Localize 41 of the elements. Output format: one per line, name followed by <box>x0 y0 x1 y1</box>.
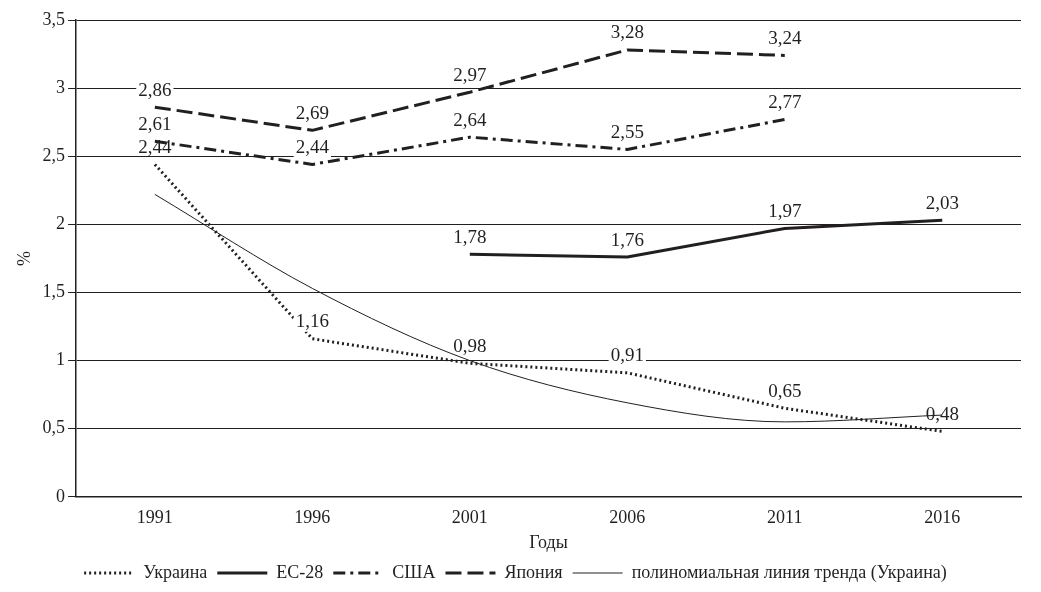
y-tick-label: 2,5 <box>42 144 66 165</box>
data-label: 2,64 <box>453 108 487 130</box>
data-label: 3,28 <box>610 21 644 43</box>
data-label: 1,97 <box>768 199 802 221</box>
data-label: 0,65 <box>768 379 802 401</box>
data-label: 2,69 <box>295 101 329 123</box>
data-label: 0,91 <box>610 344 644 366</box>
x-tick-label: 2006 <box>609 507 646 528</box>
data-label: 2,86 <box>138 78 172 100</box>
legend-label: Япония <box>504 561 563 582</box>
data-label: 2,77 <box>768 90 802 112</box>
y-tick-label: 1 <box>56 349 66 370</box>
x-tick-label: 1996 <box>294 507 331 528</box>
legend-label: полиномиальная линия тренда (Украина) <box>631 561 947 583</box>
x-tick-label: 2001 <box>451 507 488 528</box>
data-label: 2,61 <box>138 112 172 134</box>
data-label: 1,76 <box>610 228 644 250</box>
data-label: 0,48 <box>925 402 959 424</box>
data-label: 3,24 <box>768 26 802 48</box>
data-label: 1,78 <box>453 225 487 247</box>
data-label: 2,55 <box>610 120 644 142</box>
data-label: 2,03 <box>925 191 959 213</box>
legend-label: США <box>392 561 436 582</box>
legend-label: Украина <box>143 561 208 582</box>
x-tick-label: 1991 <box>136 507 173 528</box>
x-tick-label: 2016 <box>924 507 961 528</box>
y-tick-label: 3 <box>56 76 66 97</box>
y-tick-label: 0,5 <box>42 417 66 438</box>
y-tick-label: 2 <box>56 213 66 234</box>
y-tick-label: 1,5 <box>42 281 66 302</box>
data-label: 2,44 <box>295 135 330 157</box>
x-tick-label: 2011 <box>767 507 803 528</box>
y-tick-label: 3,5 <box>42 8 66 29</box>
y-tick-label: 0 <box>56 485 66 506</box>
data-label: 0,98 <box>453 334 487 356</box>
data-label: 2,44 <box>138 135 172 157</box>
y-axis-title: % <box>13 250 34 266</box>
data-label: 1,16 <box>295 310 329 332</box>
data-label: 2,97 <box>453 63 487 85</box>
legend-label: ЕС-28 <box>276 561 324 582</box>
x-axis-title: Годы <box>529 531 568 552</box>
